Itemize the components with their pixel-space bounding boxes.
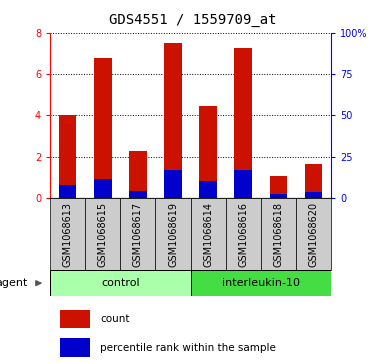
Bar	[94, 179, 112, 198]
Text: GDS4551 / 1559709_at: GDS4551 / 1559709_at	[109, 13, 276, 27]
Text: GSM1068614: GSM1068614	[203, 201, 213, 267]
Text: GSM1068618: GSM1068618	[273, 201, 283, 267]
FancyBboxPatch shape	[226, 198, 261, 270]
FancyBboxPatch shape	[121, 198, 156, 270]
FancyBboxPatch shape	[50, 198, 85, 270]
Bar	[270, 194, 287, 198]
Bar	[59, 185, 76, 198]
Bar	[199, 181, 217, 198]
Bar	[270, 176, 287, 198]
Bar	[60, 310, 90, 329]
FancyBboxPatch shape	[296, 198, 331, 270]
Text: GSM1068619: GSM1068619	[168, 201, 178, 267]
Bar	[164, 170, 182, 198]
Bar	[59, 115, 76, 198]
FancyBboxPatch shape	[261, 198, 296, 270]
Bar	[305, 164, 322, 198]
Text: agent: agent	[0, 278, 28, 288]
FancyBboxPatch shape	[191, 198, 226, 270]
Bar	[129, 151, 147, 198]
Bar	[305, 192, 322, 198]
FancyBboxPatch shape	[85, 198, 121, 270]
Bar	[199, 106, 217, 198]
Bar	[234, 170, 252, 198]
Text: count: count	[100, 314, 130, 324]
Bar	[234, 48, 252, 198]
Text: interleukin-10: interleukin-10	[222, 278, 300, 288]
Bar	[129, 191, 147, 198]
Text: GSM1068615: GSM1068615	[98, 201, 108, 267]
Text: GSM1068617: GSM1068617	[133, 201, 143, 267]
Text: control: control	[101, 278, 140, 288]
Bar	[94, 58, 112, 198]
FancyBboxPatch shape	[156, 198, 191, 270]
FancyBboxPatch shape	[191, 270, 331, 296]
FancyBboxPatch shape	[50, 270, 191, 296]
Text: GSM1068616: GSM1068616	[238, 201, 248, 267]
Text: GSM1068620: GSM1068620	[308, 201, 318, 267]
Text: GSM1068613: GSM1068613	[63, 201, 73, 267]
Bar	[60, 338, 90, 357]
Bar	[164, 43, 182, 198]
Text: percentile rank within the sample: percentile rank within the sample	[100, 343, 276, 352]
